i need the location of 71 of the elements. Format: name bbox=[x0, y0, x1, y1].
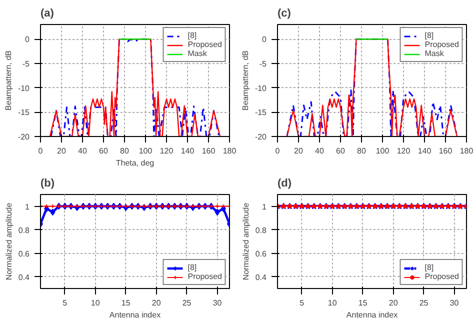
x-tick-label: 20 bbox=[152, 298, 162, 308]
x-tick-label: 120 bbox=[160, 146, 174, 156]
x-tick-label: 15 bbox=[358, 298, 368, 308]
legend-label: [8] bbox=[424, 263, 435, 272]
x-tick-label: 80 bbox=[120, 146, 130, 156]
legend-label: Proposed bbox=[424, 40, 459, 49]
legend-label: Proposed bbox=[188, 40, 222, 49]
y-tick-label: -20 bbox=[18, 132, 30, 142]
y-axis-title: Beampattern, dB bbox=[240, 50, 250, 111]
legend-label: [8] bbox=[188, 31, 198, 40]
y-tick-label: 0.6 bbox=[255, 249, 268, 258]
x-tick-label: 5 bbox=[300, 298, 305, 308]
y-tick-label: -10 bbox=[18, 84, 30, 93]
x-tick-label: 20 bbox=[294, 146, 304, 156]
x-tick-label: 100 bbox=[138, 146, 153, 156]
x-tick-label: 0 bbox=[275, 146, 280, 156]
legend-label: Proposed bbox=[424, 272, 459, 281]
x-tick-label: 60 bbox=[99, 146, 108, 156]
y-tick-label: -5 bbox=[259, 59, 268, 68]
legend-label: Mask bbox=[424, 49, 445, 58]
y-tick-label: -15 bbox=[18, 108, 30, 118]
x-tick-label: 20 bbox=[388, 298, 398, 308]
x-tick-label: 60 bbox=[336, 146, 346, 156]
x-tick-label: 5 bbox=[62, 298, 68, 308]
y-tick-label: -5 bbox=[22, 59, 30, 68]
y-tick-label: 0 bbox=[262, 35, 268, 44]
x-tick-label: 140 bbox=[418, 146, 432, 156]
y-tick-label: -10 bbox=[254, 84, 268, 93]
x-axis-title: Antenna index bbox=[346, 310, 398, 320]
chart-title: (b) bbox=[40, 178, 55, 190]
x-tick-label: 40 bbox=[315, 146, 324, 156]
y-axis-title: Normalized amplitude bbox=[4, 202, 14, 280]
x-tick-label: 0 bbox=[38, 146, 44, 156]
y-tick-label: 0.8 bbox=[18, 226, 30, 235]
x-axis-title: Antenna index bbox=[109, 310, 161, 320]
y-tick-label: -15 bbox=[254, 108, 268, 118]
chart-title: (d) bbox=[278, 178, 292, 190]
x-axis-title: Theta, deg bbox=[116, 158, 154, 168]
x-tick-label: 180 bbox=[222, 146, 237, 156]
y-tick-label: -20 bbox=[254, 132, 268, 142]
legend-label: Proposed bbox=[188, 272, 222, 281]
x-tick-label: 10 bbox=[90, 298, 100, 308]
x-tick-label: 40 bbox=[78, 146, 88, 156]
y-axis-title: Normalized amplitude bbox=[241, 202, 250, 280]
y-axis-title: Beampattern, dB bbox=[4, 50, 13, 111]
x-tick-label: 10 bbox=[328, 298, 338, 308]
x-tick-label: 30 bbox=[212, 298, 222, 308]
y-tick-label: 0 bbox=[25, 35, 30, 44]
x-tick-label: 25 bbox=[419, 298, 429, 308]
x-tick-label: 160 bbox=[438, 146, 453, 156]
x-tick-label: 80 bbox=[357, 146, 366, 156]
chart-title: (a) bbox=[40, 8, 54, 20]
y-tick-label: 0.4 bbox=[18, 272, 30, 282]
legend-label: [8] bbox=[424, 31, 435, 40]
x-tick-label: 120 bbox=[396, 146, 411, 156]
chart-title: (c) bbox=[278, 8, 292, 20]
legend-label: [8] bbox=[188, 263, 198, 272]
x-tick-label: 160 bbox=[202, 146, 216, 156]
x-tick-label: 140 bbox=[180, 146, 195, 156]
y-tick-label: 1 bbox=[25, 202, 30, 212]
y-tick-label: 1 bbox=[262, 202, 268, 212]
x-tick-label: 180 bbox=[460, 146, 474, 156]
y-tick-label: 0.4 bbox=[255, 272, 268, 282]
x-tick-label: 15 bbox=[121, 298, 131, 308]
x-tick-label: 20 bbox=[57, 146, 66, 156]
y-tick-label: 0.6 bbox=[18, 249, 30, 258]
x-tick-label: 25 bbox=[182, 298, 192, 308]
y-tick-label: 0.8 bbox=[255, 226, 268, 235]
x-tick-label: 30 bbox=[450, 298, 460, 308]
x-tick-label: 100 bbox=[376, 146, 390, 156]
legend-label: Mask bbox=[188, 49, 208, 58]
